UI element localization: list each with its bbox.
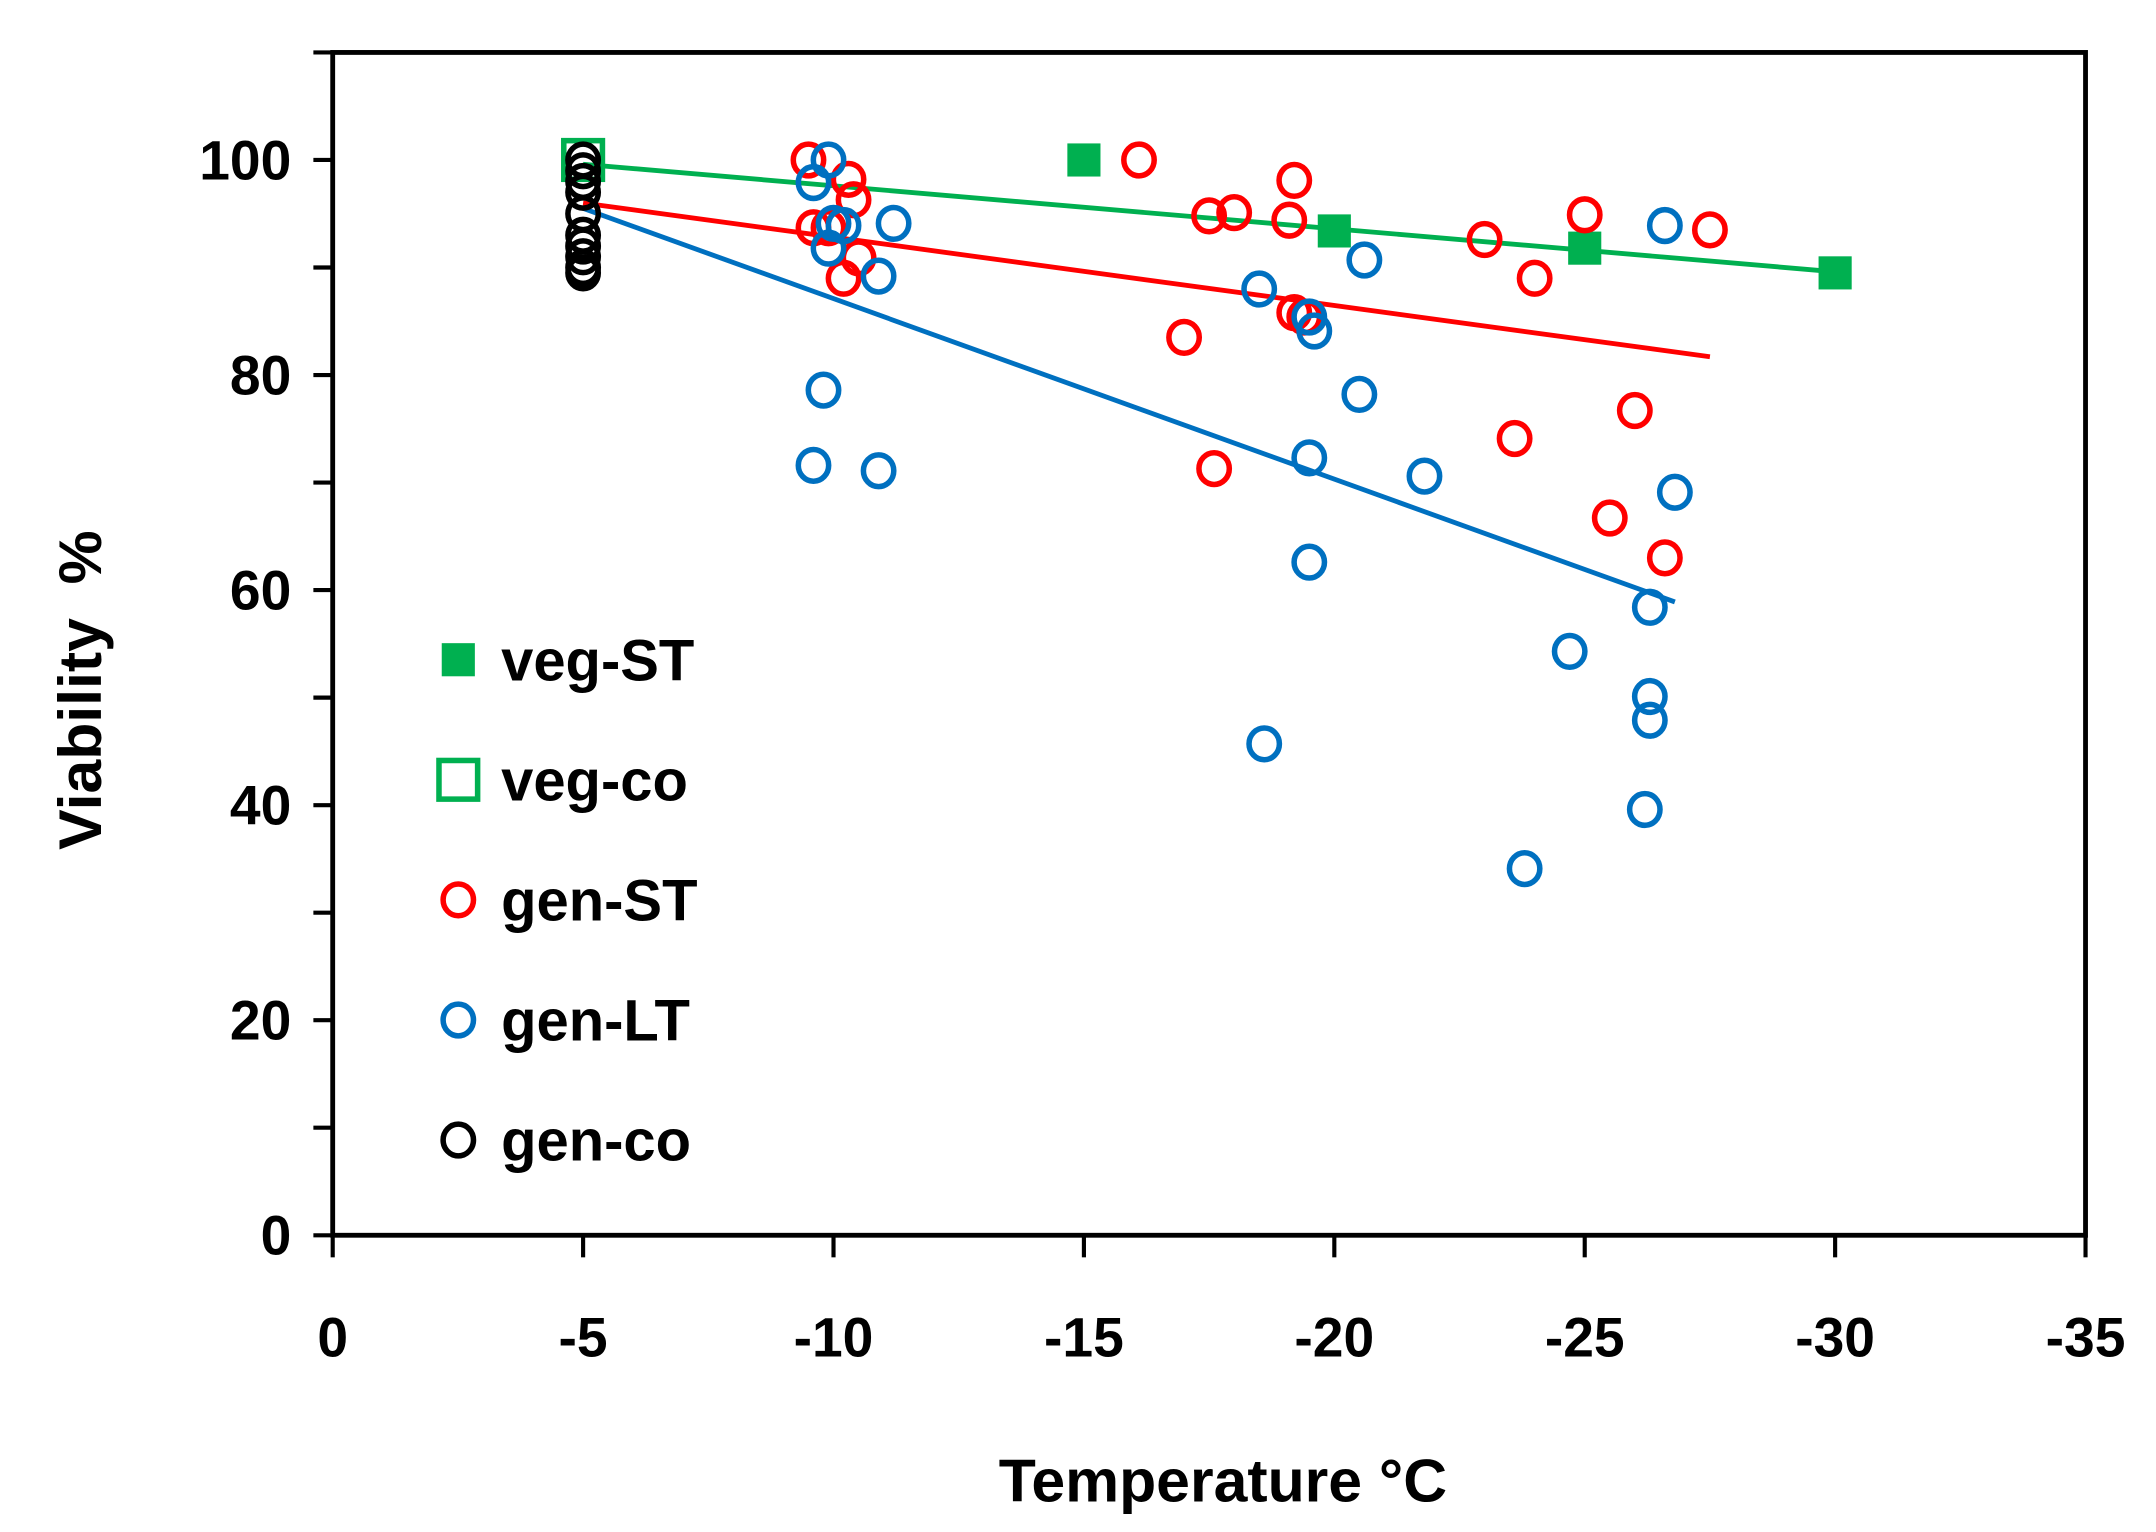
legend-label-gen-ST: gen-ST	[501, 870, 697, 934]
trendline-gen-LT	[582, 206, 1676, 605]
x-tick-label: -25	[1545, 1307, 1625, 1369]
point-gen-ST	[1466, 220, 1503, 259]
x-tick-label: -15	[1044, 1307, 1124, 1369]
point-veg-ST	[1818, 256, 1852, 290]
point-gen-LT	[1296, 312, 1333, 350]
point-veg-ST	[1568, 231, 1602, 265]
point-gen-LT	[1646, 206, 1683, 245]
point-gen-LT	[1406, 457, 1443, 495]
point-gen-co	[565, 254, 602, 292]
legend: veg-ST veg-co gen-ST gen-LT gen-co	[436, 629, 697, 1174]
point-gen-co	[565, 238, 602, 276]
point-gen-LT	[805, 371, 842, 409]
point-gen-LT	[1241, 270, 1278, 308]
point-gen-LT	[1341, 375, 1378, 414]
x-tick-label: 0	[317, 1307, 348, 1369]
point-gen-LT	[1656, 473, 1693, 511]
y-tick-label: 40	[230, 774, 291, 836]
point-gen-LT	[1291, 439, 1328, 477]
point-gen-ST	[1191, 197, 1228, 235]
point-gen-LT	[1631, 677, 1668, 716]
point-gen-ST	[1196, 449, 1233, 488]
point-gen-ST	[1691, 211, 1728, 249]
y-tick-label: 0	[261, 1205, 292, 1267]
legend-marker-veg-co	[436, 757, 481, 802]
legend-marker-gen-co	[440, 1121, 477, 1159]
point-veg-ST	[1067, 143, 1101, 177]
point-gen-ST	[1646, 539, 1683, 577]
point-gen-LT	[1631, 588, 1668, 626]
point-gen-LT	[795, 446, 832, 484]
point-gen-LT	[860, 257, 897, 295]
legend-label-veg-ST: veg-ST	[501, 629, 694, 693]
point-gen-ST	[1271, 201, 1308, 239]
legend-label-gen-co: gen-co	[501, 1110, 691, 1174]
y-tick-label: 80	[230, 344, 291, 406]
y-tick-label: 100	[199, 129, 291, 191]
y-tick-label: 20	[230, 990, 291, 1052]
trendlines	[582, 161, 1836, 605]
x-tick-label: -10	[794, 1307, 874, 1369]
data-points	[561, 137, 1852, 888]
point-gen-LT	[810, 229, 847, 267]
point-veg-ST	[1317, 214, 1351, 248]
point-gen-ST	[1276, 161, 1313, 200]
point-gen-ST	[1216, 194, 1253, 232]
trendline-veg	[582, 161, 1836, 275]
point-gen-ST	[1566, 196, 1603, 234]
point-gen-LT	[860, 452, 897, 490]
point-gen-LT	[1551, 632, 1588, 671]
point-gen-co	[565, 173, 602, 211]
point-gen-co	[565, 227, 602, 265]
point-gen-ST	[1516, 259, 1553, 297]
point-gen-LT	[875, 204, 912, 243]
legend-marker-gen-LT	[440, 1001, 477, 1039]
point-gen-LT	[810, 141, 847, 179]
point-gen-LT	[1506, 849, 1543, 888]
point-gen-LT	[1291, 543, 1328, 581]
y-axis-label: Viability %	[46, 530, 114, 849]
point-gen-ST	[1496, 419, 1533, 458]
legend-marker-gen-ST	[440, 881, 477, 919]
point-gen-ST	[830, 160, 867, 198]
x-tick-label: -35	[2046, 1307, 2126, 1369]
legend-label-veg-co: veg-co	[501, 750, 688, 814]
point-gen-co	[565, 152, 602, 190]
point-gen-ST	[1166, 318, 1203, 357]
point-gen-LT	[1626, 790, 1663, 829]
point-gen-LT	[1631, 701, 1668, 739]
trendline-gen-ST	[582, 200, 1711, 360]
axes: 0 20 40 60 80 100 0 -5 -10 -15 -20 -25 -30 -35	[199, 50, 2126, 1369]
x-axis-label: Temperature °C	[999, 1447, 1447, 1515]
x-tick-label: -20	[1294, 1307, 1374, 1369]
point-gen-ST	[1616, 391, 1653, 430]
x-tick-label: -30	[1795, 1307, 1875, 1369]
y-tick-label: 60	[230, 559, 291, 621]
plot-frame	[330, 50, 2088, 1238]
legend-marker-veg-ST	[441, 643, 475, 677]
point-gen-ST	[1121, 141, 1157, 179]
legend-label-gen-LT: gen-LT	[501, 990, 690, 1054]
point-gen-ST	[790, 141, 827, 179]
point-gen-ST	[1591, 499, 1628, 537]
point-gen-LT	[1246, 725, 1283, 763]
point-gen-LT	[1346, 241, 1383, 279]
point-veg-co	[561, 137, 606, 183]
point-gen-ST	[810, 209, 847, 247]
x-tick-label: -5	[559, 1307, 608, 1369]
